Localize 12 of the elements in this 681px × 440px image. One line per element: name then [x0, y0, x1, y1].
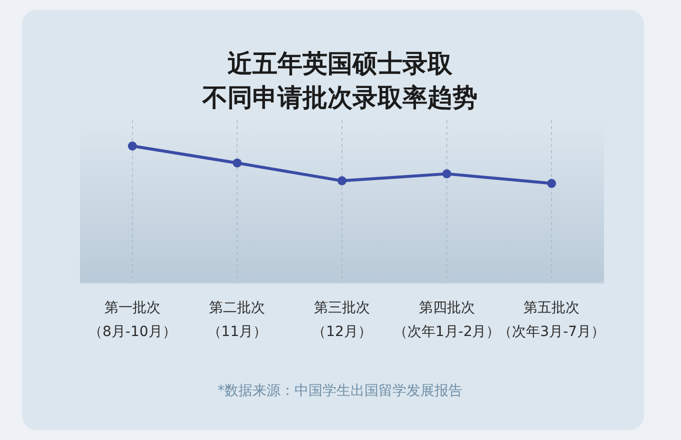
x-tick-label: 第五批次（次年3月-7月） — [498, 300, 606, 340]
x-tick-label: 第三批次（12月） — [312, 300, 372, 340]
x-tick-label: 第一批次（8月-10月） — [88, 300, 176, 340]
chart-title: 近五年英国硕士录取不同申请批次录取率趋势 — [202, 49, 478, 112]
point — [547, 178, 556, 188]
point — [442, 169, 452, 178]
text: *数据来源：中国学生出国留学发展报告 — [218, 383, 462, 399]
point — [128, 142, 137, 150]
x-tick-label: 第四批次（次年1月-2月） — [393, 300, 500, 340]
x-tick-label: 第二批次（11月） — [207, 300, 268, 340]
point — [232, 158, 242, 168]
point — [338, 176, 346, 186]
